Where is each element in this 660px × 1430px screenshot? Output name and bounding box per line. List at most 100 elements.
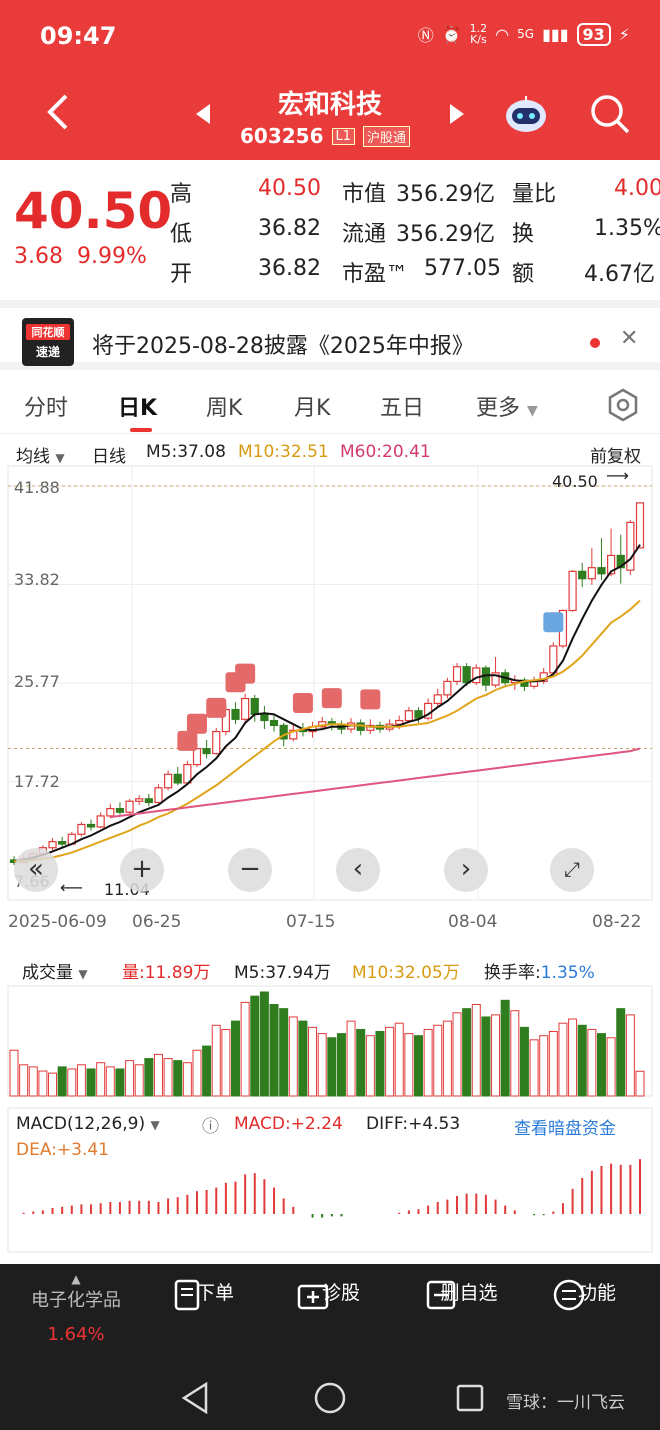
ma5-label: M5:37.08: [146, 442, 226, 462]
system-back-icon[interactable]: [176, 1378, 216, 1418]
candle-body: [491, 672, 500, 686]
help-icon[interactable]: ⓘ: [202, 1117, 219, 1137]
signal-icon: ▮▮▮: [542, 24, 569, 44]
x-tick-label: 08-22: [592, 912, 642, 932]
x-tick-label: 2025-06-09: [8, 912, 107, 932]
kline-chart[interactable]: [0, 0, 660, 1264]
volume-selector[interactable]: 成交量 ▼: [22, 963, 88, 983]
tab-weekly-k[interactable]: 周K: [206, 396, 243, 421]
arrow-left-icon: ⟵: [60, 878, 83, 897]
close-icon[interactable]: ✕: [620, 326, 639, 351]
candle-body: [414, 710, 423, 719]
chevron-down-icon: ▼: [527, 403, 538, 419]
candle-body: [597, 567, 606, 575]
candle-body: [587, 567, 596, 580]
stock-header: 宏和科技 603256 L1 沪股通: [0, 72, 660, 160]
adjust-mode[interactable]: 前复权: [590, 447, 641, 467]
robot-assistant-icon[interactable]: [504, 94, 548, 134]
volume-bar: [279, 1008, 289, 1097]
candle-body: [250, 697, 259, 716]
ma-selector[interactable]: 均线 ▼: [16, 447, 65, 467]
volume-bar: [365, 1035, 375, 1097]
volume-bar: [298, 1020, 308, 1097]
remove-watchlist-button[interactable]: 删自选: [424, 1278, 514, 1310]
candle-body: [260, 713, 269, 722]
search-icon[interactable]: [588, 92, 632, 136]
market-tag: 沪股通: [363, 125, 411, 147]
ma60-line: [110, 747, 641, 819]
candle-body: [549, 645, 558, 674]
zoom-in-icon[interactable]: +: [120, 848, 164, 892]
volume-bar: [568, 1018, 578, 1097]
fullscreen-icon[interactable]: ⤢: [550, 848, 594, 892]
candle-body: [212, 730, 221, 755]
volume-bar: [385, 1026, 395, 1097]
ma5-line: [13, 544, 641, 863]
volume-bar: [38, 1070, 48, 1097]
news-text[interactable]: 将于2025-08-28披露《2025年中报》: [92, 334, 474, 359]
dark-pool-link[interactable]: 查看暗盘资金: [514, 1119, 616, 1139]
charging-icon: ⚡: [618, 24, 630, 44]
scroll-left-icon[interactable]: ‹: [336, 848, 380, 892]
y-tick-label: 25.77: [14, 672, 60, 691]
volume-bar: [625, 1014, 635, 1097]
volume-bar: [500, 999, 510, 1097]
volume-bar: [394, 1022, 404, 1097]
volume-bar: [19, 1064, 29, 1097]
period-label: 日线: [92, 447, 126, 467]
tab-daily-k[interactable]: 日K: [118, 396, 158, 421]
battery-indicator: 93: [576, 22, 611, 46]
buy-marker: [360, 689, 381, 710]
tab-intraday[interactable]: 分时: [24, 396, 69, 421]
chevron-down-icon: ▼: [55, 451, 65, 465]
volume-bar: [442, 1020, 452, 1097]
candle-body: [472, 667, 481, 684]
buy-marker: [292, 692, 313, 713]
candle-body: [115, 807, 125, 813]
y-tick-label: 33.82: [14, 570, 60, 589]
diff-value: DIFF:+4.53: [366, 1114, 461, 1134]
candle-body: [77, 823, 86, 835]
volume-bar: [9, 1049, 19, 1097]
volume-bar: [596, 1033, 606, 1097]
sector-indicator[interactable]: ▲ 电子化学品 1.64%: [20, 1272, 132, 1345]
diagnose-button[interactable]: 诊股: [296, 1278, 386, 1310]
system-home-icon[interactable]: [310, 1378, 350, 1418]
network-speed: 1.2 K/s: [469, 22, 488, 46]
tab-more[interactable]: 更多 ▼: [476, 396, 538, 421]
period-tabs: 分时 日K 周K 月K 五日 更多 ▼: [0, 378, 660, 434]
back-icon[interactable]: [40, 92, 80, 132]
rewind-icon[interactable]: «: [14, 848, 58, 892]
system-recents-icon[interactable]: [450, 1378, 490, 1418]
candle-body: [404, 710, 413, 722]
tab-five-day[interactable]: 五日: [380, 396, 425, 421]
dea-value: DEA:+3.41: [16, 1140, 109, 1160]
volume-bar: [462, 1008, 472, 1097]
prev-stock-arrow-icon[interactable]: [196, 104, 210, 124]
next-stock-arrow-icon[interactable]: [450, 104, 464, 124]
macd-selector[interactable]: MACD(12,26,9) ▼: [16, 1114, 160, 1134]
unread-dot: [590, 338, 600, 348]
macd-panel-frame: [7, 1107, 653, 1253]
candle-body: [568, 570, 577, 612]
volume-bar: [327, 1037, 337, 1097]
stock-code-line: 603256 L1 沪股通: [240, 124, 411, 148]
volume-bar: [308, 1026, 318, 1097]
volume-bar: [288, 1016, 298, 1097]
news-banner[interactable]: 同花顺 速递 将于2025-08-28披露《2025年中报》 ✕: [0, 300, 660, 370]
ma10-label: M10:32.51: [238, 442, 329, 462]
buy-marker: [186, 713, 207, 734]
candle-body: [135, 798, 144, 802]
zoom-out-icon[interactable]: −: [228, 848, 272, 892]
candle-body: [433, 694, 442, 705]
volume-bar: [28, 1066, 38, 1097]
functions-button[interactable]: 功能: [552, 1278, 642, 1311]
candle-body: [86, 823, 96, 828]
tab-monthly-k[interactable]: 月K: [294, 396, 331, 421]
volume-bar: [558, 1022, 568, 1097]
chart-settings-icon[interactable]: [606, 388, 640, 422]
scroll-right-icon[interactable]: ›: [444, 848, 488, 892]
status-icons: Ⓝ ⏰ 1.2 K/s ◠ 5G ▮▮▮ 93 ⚡: [418, 22, 630, 46]
order-button[interactable]: 下单: [170, 1278, 260, 1311]
volume-bar: [452, 1012, 462, 1097]
